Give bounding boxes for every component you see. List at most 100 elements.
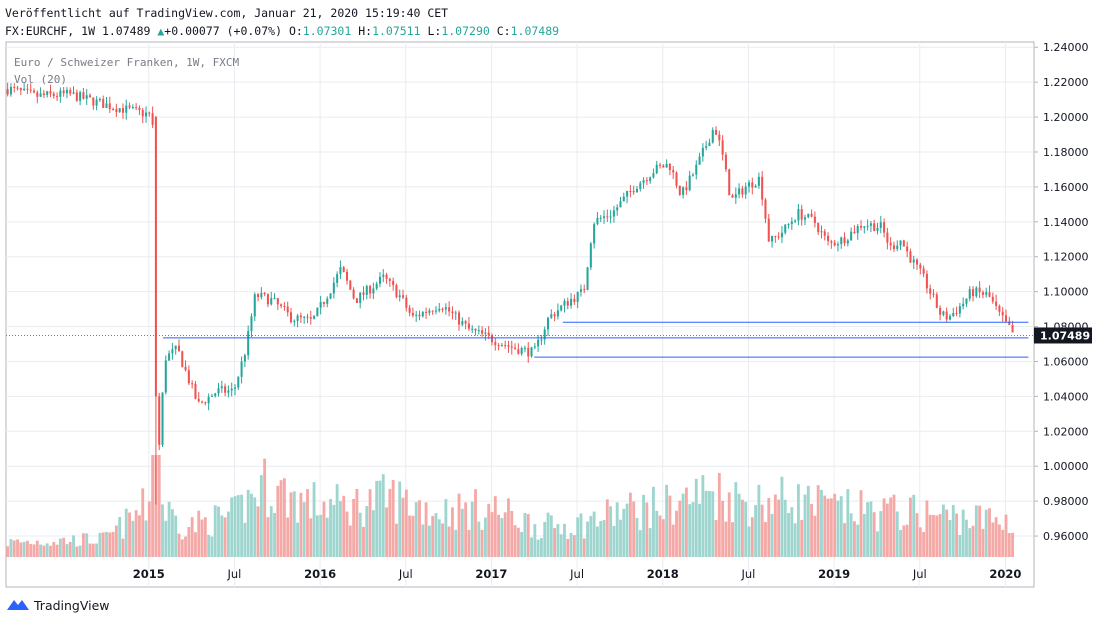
candle-body [461, 321, 464, 325]
brand-link[interactable]: TradingView [34, 598, 110, 613]
volume-bar [925, 500, 929, 557]
candle-body [514, 347, 517, 350]
y-tick-label: 0.98000 [1043, 495, 1089, 508]
candle-body [757, 176, 760, 186]
candle-body [250, 316, 253, 331]
volume-bar [727, 492, 731, 557]
candle-body [741, 188, 744, 195]
x-tick-label: 2017 [475, 567, 507, 581]
candle-body [803, 217, 807, 220]
volume-bar [29, 543, 33, 557]
up-arrow-icon: ▲ [157, 24, 165, 38]
volume-bar [576, 517, 580, 557]
candle-body [372, 288, 375, 294]
tradingview-logo-icon[interactable] [6, 597, 30, 614]
candle-body [576, 291, 579, 302]
volume-bar [895, 511, 899, 557]
candle-body [454, 312, 457, 314]
candle-body [761, 176, 764, 200]
volume-bar [655, 510, 659, 557]
volume-bar [836, 500, 840, 557]
candle-body [952, 313, 955, 317]
volume-bar [767, 498, 771, 557]
volume-bar [398, 481, 402, 557]
volume-bar [134, 510, 138, 557]
volume-bar [688, 504, 692, 557]
candle-body [642, 180, 645, 184]
volume-bar [856, 524, 860, 557]
volume-bar [938, 514, 942, 557]
volume-bar [912, 494, 916, 557]
candle-body [800, 209, 803, 220]
candle-body [853, 231, 856, 234]
x-tick-label: Jul [569, 567, 584, 581]
volume-bar [833, 493, 837, 557]
candle-body [975, 287, 978, 297]
volume-bar [42, 545, 46, 557]
volume-bar [243, 522, 247, 557]
candle-body [385, 274, 388, 279]
volume-bar [16, 539, 19, 557]
candle-body [135, 107, 138, 109]
volume-bar [431, 516, 435, 557]
volume-bar [642, 494, 645, 557]
open-value: 1.07301 [302, 24, 352, 38]
candle-body [369, 286, 372, 294]
volume-bar [451, 507, 454, 557]
candle-body [283, 305, 286, 307]
candle-body [247, 330, 250, 356]
candle-body [820, 231, 823, 233]
candle-body [392, 280, 395, 286]
candle-body [731, 195, 734, 198]
volume-bar [187, 527, 191, 557]
candle-body [253, 294, 256, 317]
candle-body [448, 307, 451, 312]
volume-bar [421, 524, 425, 557]
candle-body [59, 90, 62, 97]
volume-bar [790, 507, 794, 557]
volume-bar [869, 501, 873, 557]
volume-bar [299, 492, 303, 557]
volume-bar [602, 520, 606, 557]
candle-body [263, 292, 266, 295]
candle-body [26, 88, 29, 90]
candle-body [701, 147, 704, 157]
candle-body [266, 294, 269, 305]
volume-bar [95, 543, 99, 557]
volume-bar [915, 513, 919, 557]
volume-bar [82, 533, 85, 557]
volume-bar [961, 509, 965, 557]
candle-body [464, 321, 467, 324]
volume-bar [645, 502, 649, 557]
candle-body [981, 292, 984, 295]
candle-body [886, 232, 889, 243]
volume-bar [935, 515, 939, 557]
volume-bar [282, 478, 286, 557]
volume-bar [754, 505, 758, 557]
candle-body [866, 225, 869, 227]
candle-body [322, 301, 325, 304]
candle-body [780, 232, 783, 238]
volume-bar [691, 502, 695, 557]
candle-body [92, 97, 95, 106]
candle-body [935, 294, 938, 308]
volume-bar [582, 538, 586, 557]
volume-bar [839, 496, 843, 557]
candle-body [257, 294, 260, 298]
volume-bar [388, 488, 392, 557]
volume-bar [708, 491, 711, 557]
candle-body [444, 307, 447, 310]
volume-bar [72, 535, 75, 557]
y-tick-label: 1.16000 [1043, 181, 1089, 194]
volume-bar [197, 510, 201, 557]
candle-body [764, 199, 767, 219]
candle-body [240, 361, 243, 377]
volume-bar [553, 528, 557, 557]
volume-bar [658, 515, 662, 557]
plot-frame [5, 41, 1035, 588]
candle-body [813, 216, 816, 224]
volume-bar [309, 518, 313, 557]
volume-bar [889, 497, 893, 557]
volume-bar [391, 479, 395, 557]
volume-bar [744, 501, 748, 557]
